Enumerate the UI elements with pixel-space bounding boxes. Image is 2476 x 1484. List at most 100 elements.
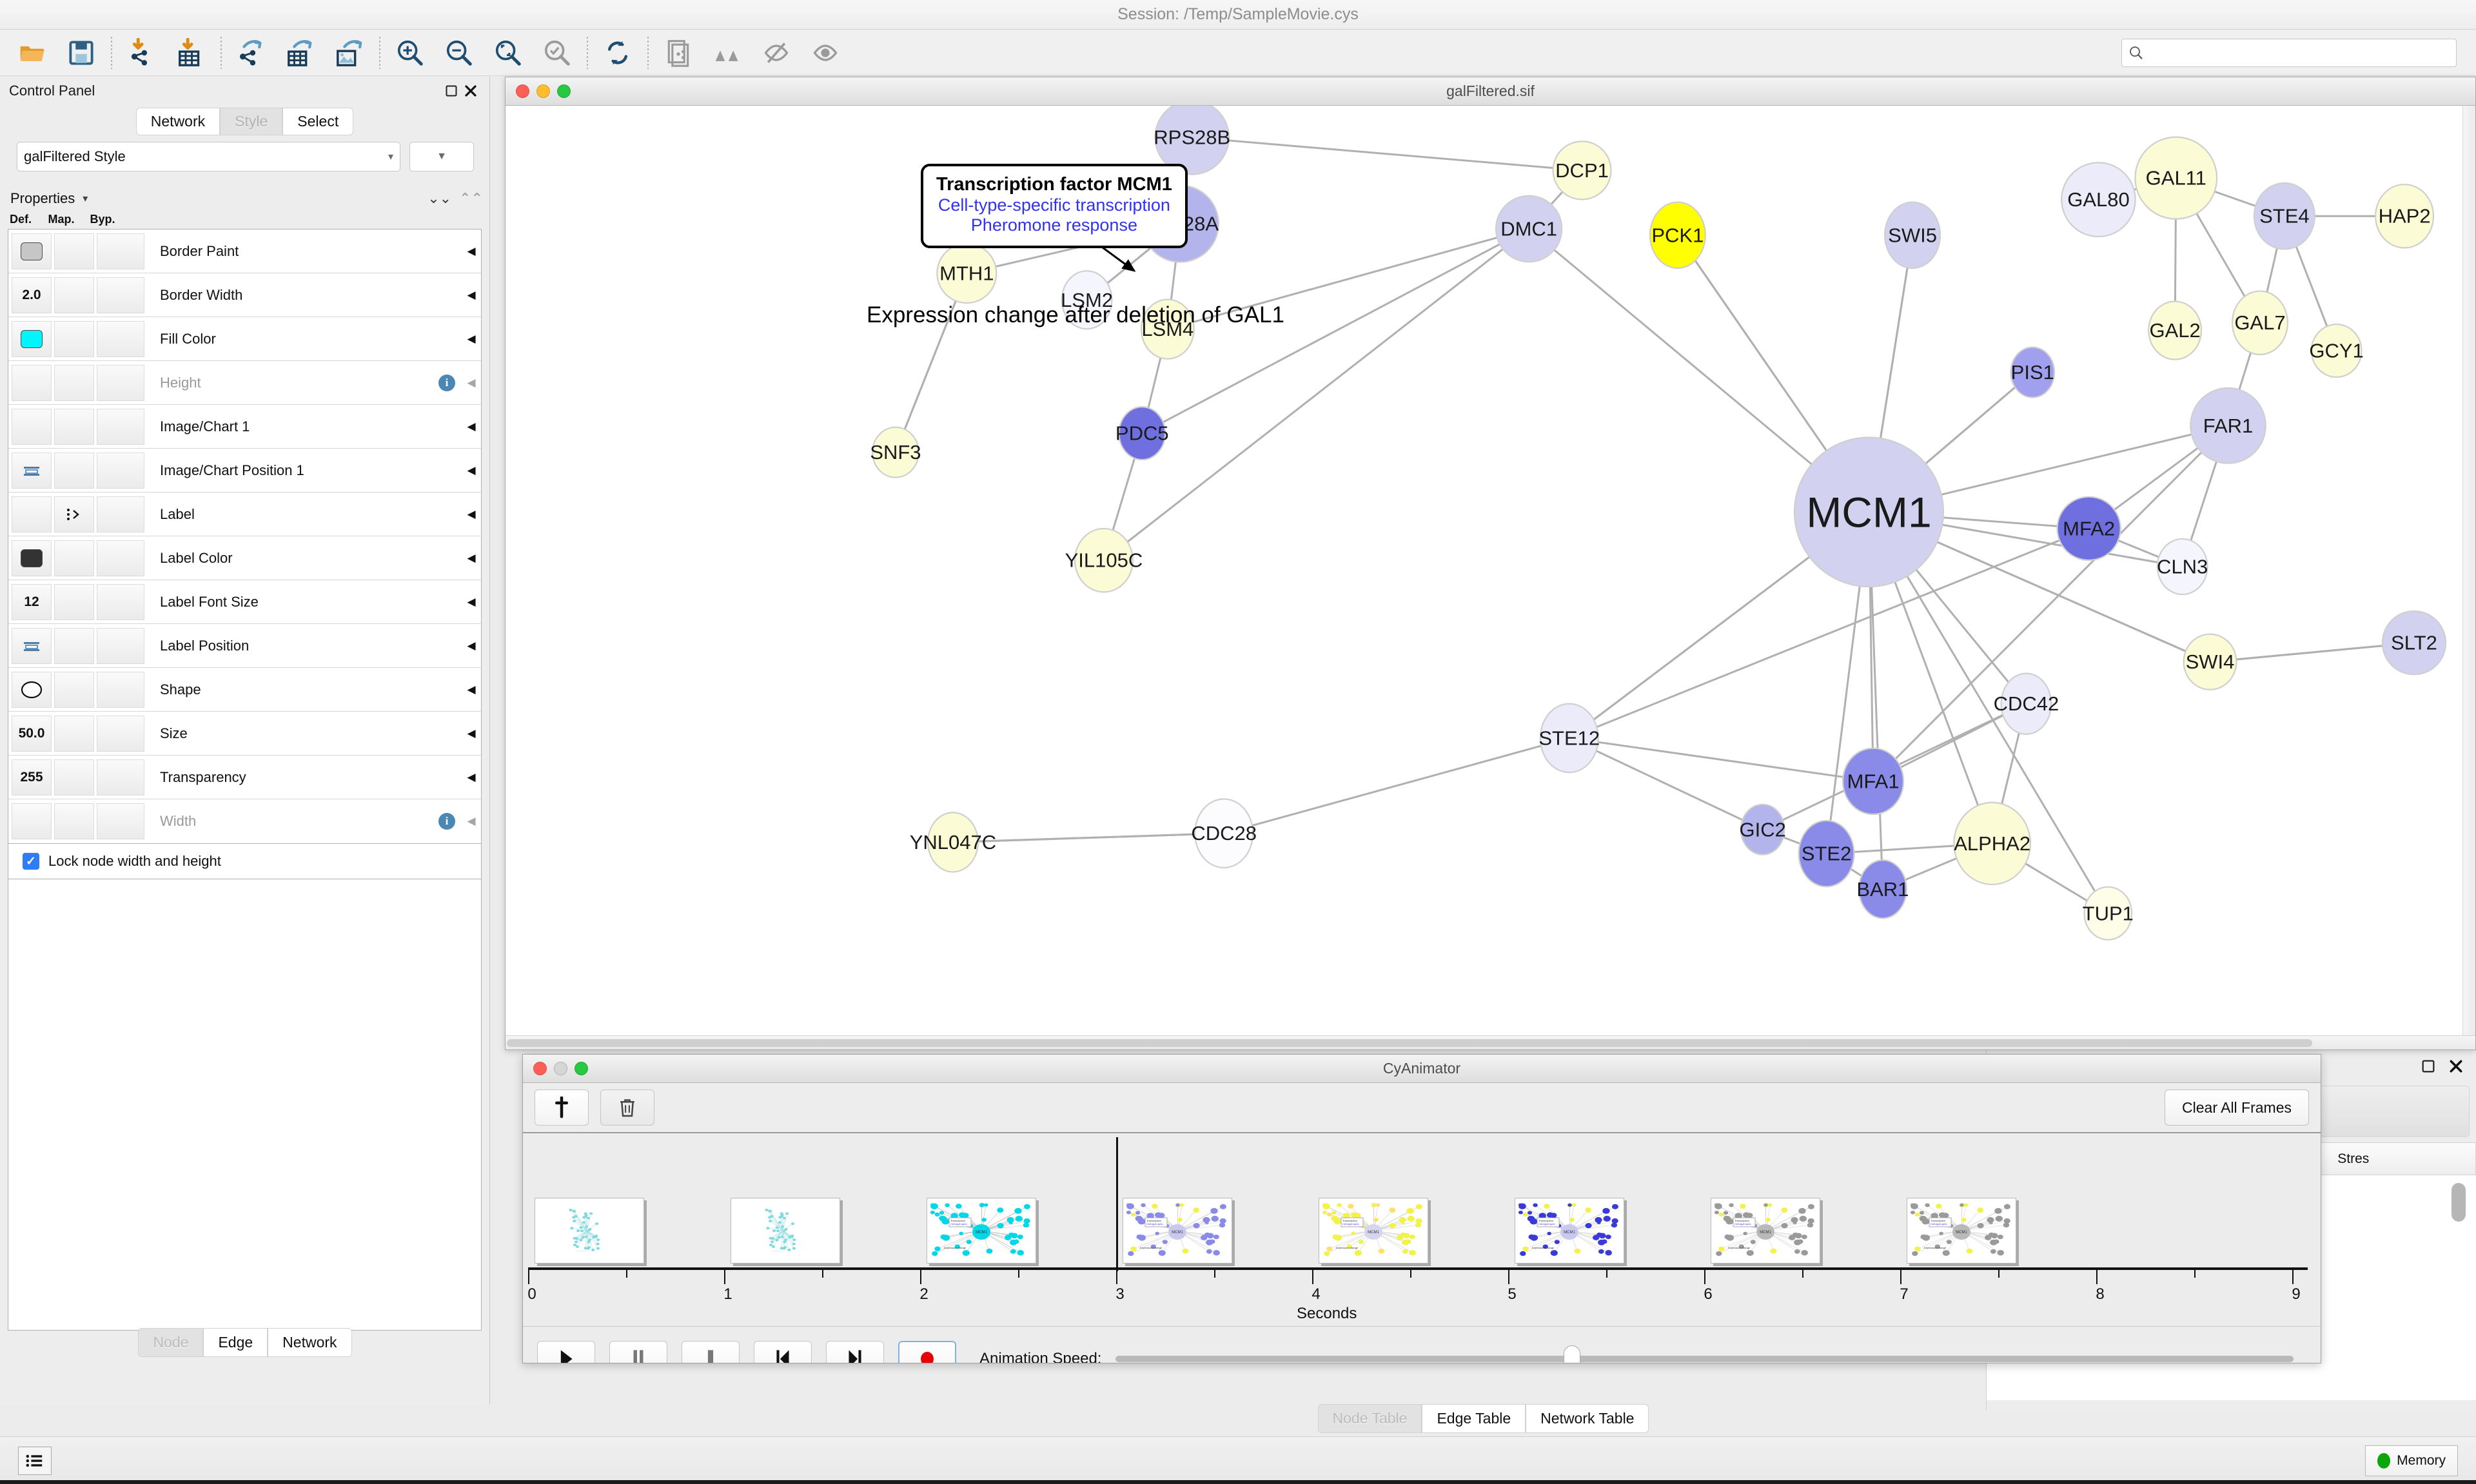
property-bypass-cell[interactable] xyxy=(97,364,144,401)
property-row[interactable]: Border Paint ◀ xyxy=(8,229,481,273)
expand-arrow-icon[interactable]: ◀ xyxy=(467,507,476,520)
property-bypass-cell[interactable] xyxy=(97,715,144,752)
network-node[interactable]: SWI4 xyxy=(2183,633,2237,690)
property-bypass-cell[interactable] xyxy=(97,803,144,839)
property-row[interactable]: Image/Chart 1 ◀ xyxy=(8,405,481,449)
float-icon[interactable] xyxy=(2422,1060,2435,1076)
export-table-icon[interactable] xyxy=(276,32,325,73)
property-mapping-cell[interactable] xyxy=(54,715,94,752)
network-edge[interactable] xyxy=(952,832,1224,843)
property-bypass-cell[interactable] xyxy=(97,759,144,796)
tab-node[interactable]: Node xyxy=(138,1328,204,1357)
network-node[interactable]: FAR1 xyxy=(2190,387,2266,464)
network-node[interactable]: DMC1 xyxy=(1495,195,1563,263)
property-default-cell[interactable] xyxy=(12,320,52,357)
property-bypass-cell[interactable] xyxy=(97,233,144,269)
memory-status-button[interactable]: Memory xyxy=(2365,1445,2458,1476)
network-node[interactable]: MFA2 xyxy=(2056,496,2121,561)
property-row[interactable]: Fill Color ◀ xyxy=(8,317,481,361)
timeline-playhead[interactable] xyxy=(1116,1137,1118,1271)
style-dropdown[interactable]: galFiltered Style ▾ xyxy=(17,142,400,171)
network-node[interactable]: GCY1 xyxy=(2309,323,2364,378)
color-swatch[interactable] xyxy=(21,329,43,348)
property-mapping-cell[interactable] xyxy=(54,364,94,401)
network-node[interactable]: GAL11 xyxy=(2134,136,2218,220)
property-mapping-cell[interactable] xyxy=(54,803,94,839)
property-default-cell[interactable]: 255 xyxy=(12,759,52,796)
property-bypass-cell[interactable] xyxy=(97,496,144,532)
property-mapping-cell[interactable] xyxy=(54,671,94,708)
network-node[interactable]: CDC42 xyxy=(1994,672,2059,735)
property-bypass-cell[interactable] xyxy=(97,540,144,576)
property-mapping-cell[interactable] xyxy=(54,408,94,445)
tab-network[interactable]: Network xyxy=(135,108,221,135)
export-network-icon[interactable] xyxy=(227,32,276,73)
expand-arrow-icon[interactable]: ◀ xyxy=(467,376,476,389)
property-mapping-cell[interactable] xyxy=(54,452,94,489)
style-options-dropdown[interactable]: ▼ xyxy=(409,142,474,171)
close-icon[interactable] xyxy=(2449,1059,2463,1077)
network-edge[interactable] xyxy=(894,273,968,453)
search-input[interactable] xyxy=(2121,38,2457,67)
table-scrollbar-thumb[interactable] xyxy=(2451,1183,2466,1222)
scrollbar-thumb[interactable] xyxy=(507,1039,2312,1047)
animation-frame[interactable]: MCM1 Transcription Cell-type-spec Expressio… xyxy=(1123,1198,1232,1264)
expand-arrow-icon[interactable]: ◀ xyxy=(467,683,476,696)
expand-all-icon[interactable]: ⌃⌃ xyxy=(459,190,483,206)
color-swatch[interactable] xyxy=(21,242,43,260)
lock-node-size-row[interactable]: ✓ Lock node width and height xyxy=(8,844,482,879)
network-horizontal-scrollbar[interactable] xyxy=(506,1035,2475,1050)
expand-arrow-icon[interactable]: ◀ xyxy=(467,288,476,301)
network-edge[interactable] xyxy=(1223,737,1570,835)
network-node[interactable]: STE2 xyxy=(1798,819,1855,888)
network-edge[interactable] xyxy=(1872,425,2229,782)
network-node[interactable]: SWI5 xyxy=(1884,201,1941,269)
expand-arrow-icon[interactable]: ◀ xyxy=(467,244,476,257)
property-mapping-cell[interactable] xyxy=(54,320,94,357)
network-node[interactable]: HAP2 xyxy=(2375,183,2435,249)
network-node[interactable]: PIS1 xyxy=(2010,346,2056,398)
zoom-out-icon[interactable] xyxy=(435,32,484,73)
pause-button[interactable] xyxy=(609,1341,667,1363)
lock-node-size-checkbox[interactable]: ✓ xyxy=(23,853,39,870)
network-node[interactable]: MFA1 xyxy=(1842,747,1905,815)
network-node[interactable]: GAL80 xyxy=(2061,162,2136,238)
network-node[interactable]: CLN3 xyxy=(2156,538,2208,596)
expand-arrow-icon[interactable]: ◀ xyxy=(467,770,476,783)
property-row[interactable]: Label ◀ xyxy=(8,493,481,536)
animation-frame[interactable]: MCM1 Transcription Cell-type-spec Expressio… xyxy=(1515,1198,1624,1264)
cyanimator-timeline[interactable]: ...................... MCM1 Transcription C… xyxy=(523,1133,2321,1327)
property-mapping-cell[interactable] xyxy=(54,496,94,532)
network-edge[interactable] xyxy=(1167,228,1529,331)
property-default-cell[interactable] xyxy=(12,540,52,576)
minimize-window-button[interactable] xyxy=(554,1062,567,1075)
network-node[interactable]: SNF3 xyxy=(870,426,921,478)
tab-style[interactable]: Style xyxy=(220,108,283,135)
property-row[interactable]: Label Position ◀ xyxy=(8,624,481,668)
maximize-window-button[interactable] xyxy=(557,84,571,98)
property-default-cell[interactable] xyxy=(12,452,52,489)
network-node[interactable]: TUP1 xyxy=(2083,886,2134,941)
minimize-window-button[interactable] xyxy=(536,84,550,98)
property-default-cell[interactable] xyxy=(12,364,52,401)
next-frame-button[interactable] xyxy=(826,1341,884,1363)
property-default-cell[interactable] xyxy=(12,671,52,708)
stop-button[interactable] xyxy=(682,1341,740,1363)
annotation-box[interactable]: Transcription factor MCM1 Cell-type-spec… xyxy=(921,164,1188,248)
zoom-selected-icon[interactable] xyxy=(533,32,582,73)
expand-arrow-icon[interactable]: ◀ xyxy=(467,727,476,739)
zoom-in-icon[interactable] xyxy=(386,32,435,73)
property-row[interactable]: Label Color ◀ xyxy=(8,536,481,580)
property-row[interactable]: Width i ◀ xyxy=(8,799,481,843)
play-button[interactable] xyxy=(537,1341,595,1363)
open-session-icon[interactable] xyxy=(8,32,57,73)
chevron-down-icon[interactable]: ▾ xyxy=(83,193,88,204)
search-field[interactable] xyxy=(2148,44,2450,61)
animation-frame[interactable]: MCM1 Transcription Cell-type-spec Expressio… xyxy=(927,1198,1036,1264)
property-mapping-cell[interactable] xyxy=(54,277,94,313)
expand-arrow-icon[interactable]: ◀ xyxy=(467,551,476,564)
property-default-cell[interactable] xyxy=(12,408,52,445)
network-edge[interactable] xyxy=(1569,527,2090,739)
network-edge[interactable] xyxy=(1569,737,1764,831)
info-icon[interactable]: i xyxy=(438,374,455,391)
